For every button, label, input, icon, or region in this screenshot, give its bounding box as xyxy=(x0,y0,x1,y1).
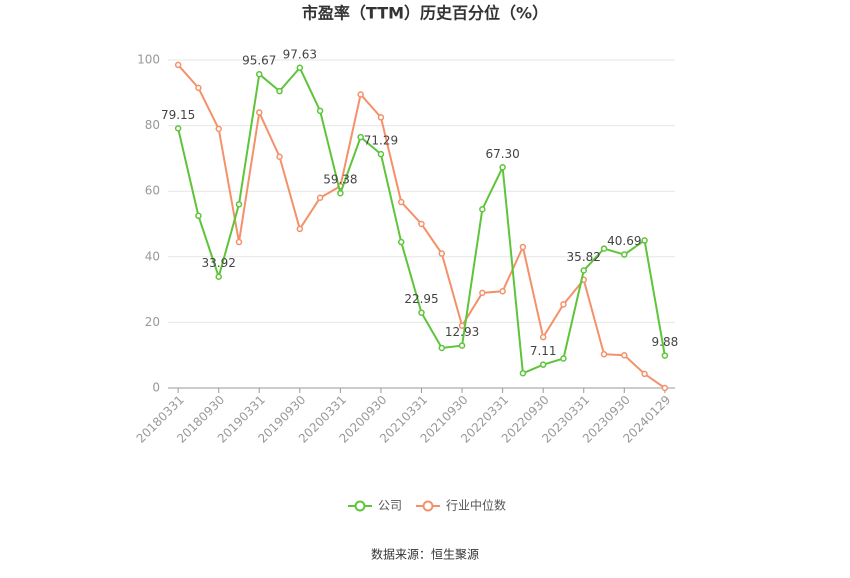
data-label: 22.95 xyxy=(404,292,438,306)
point xyxy=(215,273,222,280)
legend-marker xyxy=(354,500,366,512)
point xyxy=(397,198,405,206)
point xyxy=(174,61,182,69)
point xyxy=(641,370,648,378)
point xyxy=(641,237,648,244)
data-label: 33.92 xyxy=(202,256,236,270)
y-tick-label: 0 xyxy=(152,381,160,395)
y-tick-label: 80 xyxy=(145,118,160,132)
point xyxy=(499,287,506,295)
point xyxy=(215,125,222,133)
y-tick-label: 20 xyxy=(145,315,160,329)
point xyxy=(418,220,425,228)
point xyxy=(377,150,385,158)
data-label: 79.15 xyxy=(161,108,195,122)
point xyxy=(256,109,263,116)
point xyxy=(560,301,567,308)
point xyxy=(438,250,446,257)
data-label: 67.30 xyxy=(485,147,519,161)
point xyxy=(438,344,446,352)
point xyxy=(600,245,608,252)
point xyxy=(276,153,283,161)
point xyxy=(174,125,182,132)
data-label: 35.82 xyxy=(567,250,601,264)
point xyxy=(296,64,304,72)
y-tick-label: 60 xyxy=(145,184,160,198)
point xyxy=(499,164,506,171)
point xyxy=(458,342,466,349)
point xyxy=(235,201,243,208)
point xyxy=(539,361,547,368)
point xyxy=(580,267,587,274)
point xyxy=(661,352,669,359)
data-label: 59.38 xyxy=(323,173,357,187)
point xyxy=(276,87,283,95)
point xyxy=(337,189,344,197)
point xyxy=(256,70,263,78)
data-label: 97.63 xyxy=(283,47,317,61)
point xyxy=(316,194,324,202)
point xyxy=(519,369,527,377)
point xyxy=(621,251,628,258)
data-label: 9.88 xyxy=(652,335,679,349)
point xyxy=(600,350,608,358)
point xyxy=(621,351,628,359)
point xyxy=(418,309,425,316)
point xyxy=(195,212,202,220)
data-label: 95.67 xyxy=(242,54,276,68)
source: 数据来源：恒生聚源 xyxy=(371,547,479,562)
point xyxy=(519,243,527,251)
point xyxy=(479,205,486,213)
point xyxy=(195,84,202,92)
point xyxy=(296,225,304,233)
data-label: 40.69 xyxy=(607,234,641,248)
legend-marker xyxy=(422,500,434,512)
y-tick-label: 40 xyxy=(145,249,160,263)
point xyxy=(357,133,364,141)
point xyxy=(357,91,364,98)
point xyxy=(539,333,547,341)
data-label: 7.11 xyxy=(530,344,557,358)
chart-title: 市盈率（TTM）历史百分位（%） xyxy=(302,4,548,23)
data-label: 71.29 xyxy=(364,134,398,148)
point xyxy=(560,355,567,362)
point xyxy=(397,238,405,246)
legend-label: 行业中位数 xyxy=(446,498,506,513)
y-tick-label: 100 xyxy=(137,53,160,67)
series-line xyxy=(177,65,666,375)
legend-label: 公司 xyxy=(378,499,402,513)
point xyxy=(377,114,385,121)
point xyxy=(479,289,486,297)
point xyxy=(235,238,243,246)
point xyxy=(316,107,324,115)
point xyxy=(661,384,669,392)
data-label: 12.93 xyxy=(445,325,479,339)
